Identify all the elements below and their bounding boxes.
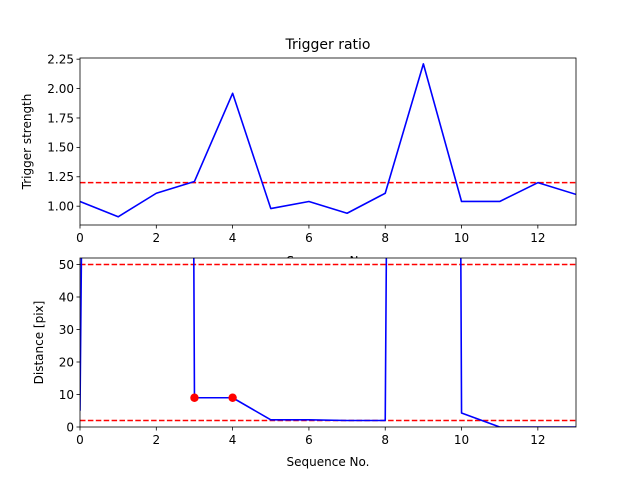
plot-frame [79, 257, 577, 428]
x-tick-label: 12 [530, 231, 545, 245]
x-tick-label: 8 [381, 433, 389, 447]
data-point-marker [228, 393, 237, 402]
y-tick-label: 1.50 [47, 141, 74, 155]
distance-panel: 0 2 4 6 8 10 12 0 10 20 30 40 50 Sequence No. Distance… [32, 257, 577, 469]
x-tick-label: 8 [381, 231, 389, 245]
x-tick-label: 0 [76, 231, 84, 245]
series-line-0 [80, 258, 576, 427]
y-tick-label: 40 [59, 290, 74, 304]
y-tick-label: 1.25 [47, 170, 74, 184]
y-tick-label: 50 [59, 258, 74, 272]
plot-frame [79, 57, 577, 226]
y-tick-label: 1.75 [47, 111, 74, 125]
y-tick-label: 10 [59, 388, 74, 402]
x-tick-label: 10 [454, 433, 469, 447]
y-tick-label: 0 [66, 420, 74, 434]
y-tick-label: 30 [59, 323, 74, 337]
x-tick-label: 0 [76, 433, 84, 447]
x-axis-label: Sequence No. [287, 455, 370, 469]
x-tick-label: 2 [152, 231, 160, 245]
y-tick-label: 2.00 [47, 82, 74, 96]
plot-marks [80, 63, 576, 218]
series-line-0 [80, 63, 576, 218]
y-tick-label: 2.25 [47, 52, 74, 66]
chart-title: Trigger ratio [284, 37, 370, 53]
x-tick-label: 4 [229, 433, 237, 447]
x-tick-label: 10 [454, 231, 469, 245]
y-axis-label: Distance [pix] [32, 301, 46, 385]
x-tick-label: 6 [305, 231, 313, 245]
x-tick-label: 12 [530, 433, 545, 447]
x-tick-label: 6 [305, 433, 313, 447]
plot-marks [80, 258, 576, 427]
trigger-ratio-panel: 0246810121.001.251.501.752.002.25Sequenc… [20, 37, 577, 268]
y-tick-label: 1.00 [47, 199, 74, 213]
data-point-marker [190, 393, 199, 402]
plot-area [80, 58, 576, 225]
y-tick-label: 20 [59, 355, 74, 369]
x-tick-label: 2 [152, 433, 160, 447]
y-axis-label: Trigger strength [20, 94, 34, 191]
plot-area [80, 258, 576, 427]
x-tick-label: 4 [229, 231, 237, 245]
